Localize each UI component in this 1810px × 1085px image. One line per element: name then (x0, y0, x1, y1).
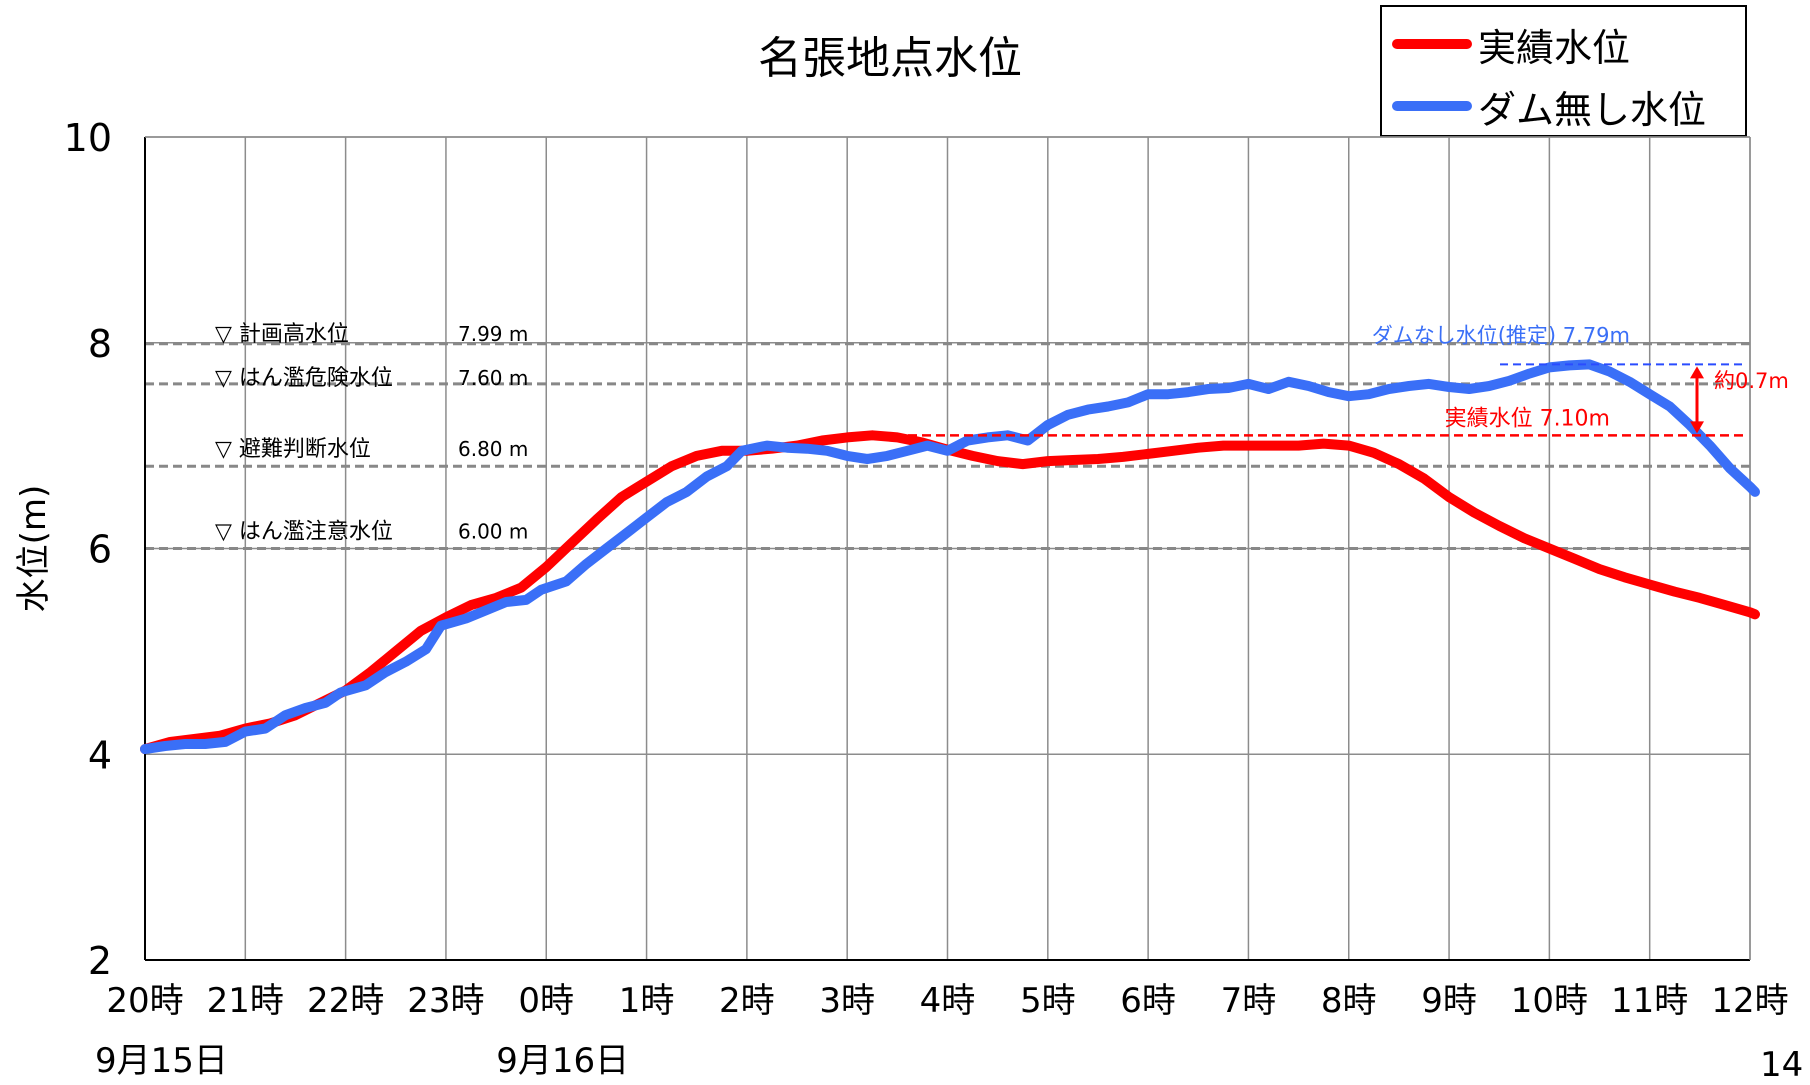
x-tick-label: 10時 (1511, 981, 1588, 1021)
x-tick-label: 4時 (920, 981, 976, 1021)
x-tick-label: 7時 (1221, 981, 1277, 1021)
x-tick-label: 0時 (518, 981, 574, 1021)
annotation-difference: 約0.7m (1714, 369, 1789, 393)
legend-item-actual: 実績水位 (1392, 19, 1631, 70)
y-tick-label: 10 (64, 116, 112, 160)
y-tick-label: 6 (88, 528, 112, 572)
x-tick-label: 8時 (1321, 981, 1377, 1021)
x-tick-label: 21時 (207, 981, 284, 1021)
y-axis-label: 水位(m) (14, 485, 54, 613)
reference-line-name: ▽ はん濫危険水位 (215, 366, 393, 391)
reference-line-value: 7.99 m (458, 322, 528, 346)
reference-line-name: ▽ 避難判断水位 (215, 437, 371, 462)
x-tick-label: 2時 (719, 981, 775, 1021)
x-tick-label: 6時 (1120, 981, 1176, 1021)
y-tick-label: 2 (88, 939, 112, 983)
reference-line-name: ▽ はん濫注意水位 (215, 520, 393, 545)
x-tick-label: 5時 (1020, 981, 1076, 1021)
reference-line-value: 7.60 m (458, 366, 528, 390)
date-label: 9月15日 (95, 1041, 228, 1078)
reference-line-name: ▽ 計画高水位 (215, 322, 349, 347)
difference-arrow-head-bottom (1690, 421, 1704, 434)
x-tick-label: 22時 (307, 981, 384, 1021)
reference-line-value: 6.00 m (458, 520, 528, 544)
x-tick-label: 11時 (1611, 981, 1688, 1021)
x-tick-label: 23時 (407, 981, 484, 1021)
annotation-no-dam-peak: ダムなし水位(推定) 7.79m (1372, 323, 1630, 347)
legend-label-actual: 実績水位 (1478, 25, 1631, 70)
y-tick-label: 8 (88, 322, 112, 366)
x-tick-label: 1時 (619, 981, 675, 1021)
legend-item-no-dam: ダム無し水位 (1392, 81, 1707, 132)
chart-title: 名張地点水位 (758, 33, 1022, 84)
difference-arrow-head-top (1690, 366, 1704, 379)
legend-swatch-actual (1392, 39, 1472, 49)
series-line-no-dam (140, 359, 1760, 755)
annotation-actual-peak: 実績水位 7.10m (1445, 406, 1610, 431)
y-tick-label: 4 (88, 733, 112, 777)
x-tick-label: 3時 (819, 981, 875, 1021)
reference-line-value: 6.80 m (458, 437, 528, 461)
legend-label-no-dam: ダム無し水位 (1478, 87, 1707, 132)
page-number: 14 (1760, 1045, 1804, 1085)
x-tick-label: 9時 (1421, 981, 1477, 1021)
legend: 実績水位 ダム無し水位 (1380, 5, 1747, 137)
x-tick-label: 20時 (106, 981, 183, 1021)
series-line-actual (140, 430, 1760, 755)
x-tick-label: 12時 (1711, 981, 1788, 1021)
date-label: 9月16日 (496, 1041, 629, 1078)
legend-swatch-no-dam (1392, 101, 1472, 111)
